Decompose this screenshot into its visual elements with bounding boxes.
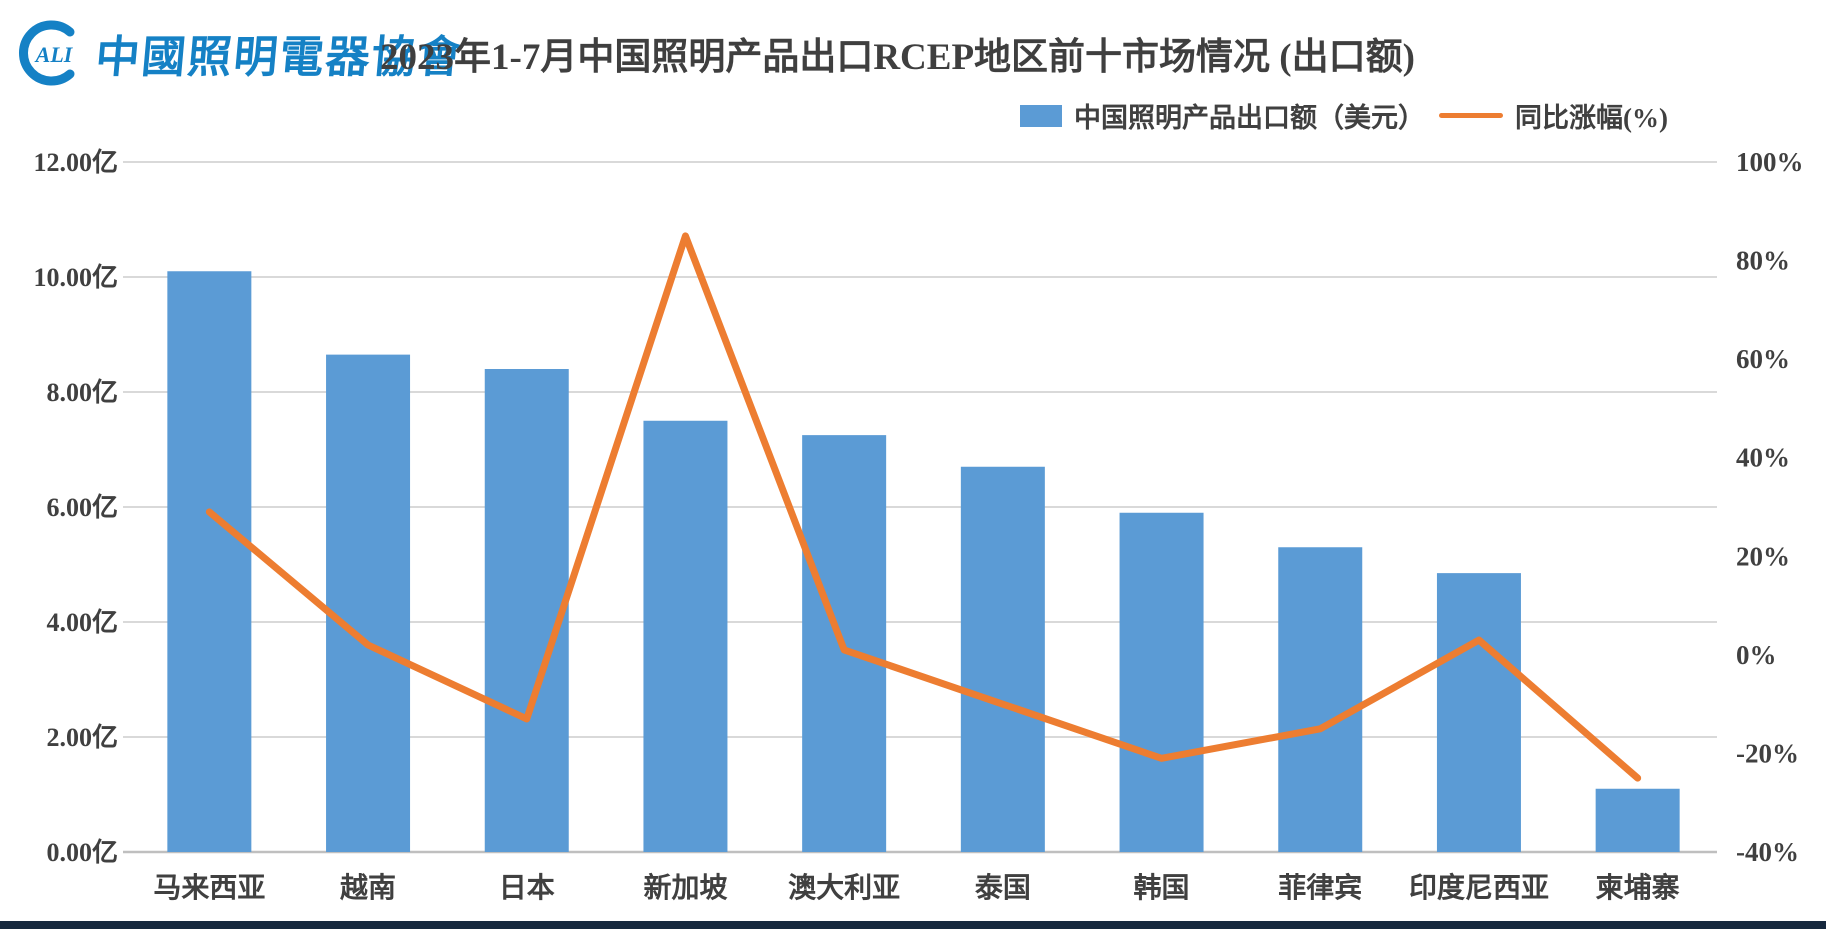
logo-mark-text: ALI	[34, 42, 74, 67]
legend-item-line: 同比涨幅(%)	[1439, 96, 1668, 135]
yoy-line	[205, 232, 1642, 782]
x-axis-category-label: 柬埔寨	[1596, 871, 1680, 904]
x-axis-category-label: 新加坡	[643, 872, 727, 904]
cali-logo-icon: ALI	[18, 20, 84, 86]
x-axis-category-label: 泰国	[975, 872, 1031, 904]
x-axis-category-label: 日本	[499, 872, 555, 904]
bar-印度尼西亚	[1436, 573, 1521, 852]
header: ALI 中國照明電器協會 2023年1-7月中国照明产品出口RCEP地区前十市场…	[0, 0, 1826, 95]
y-axis-right-tick-label: 0%	[1736, 640, 1777, 670]
bar-日本	[484, 369, 569, 852]
bar-马来西亚	[167, 271, 252, 852]
y-axis-right-tick-label: 40%	[1736, 443, 1790, 473]
y-axis-left-tick-label: 10.00亿	[33, 263, 118, 292]
y-axis-right-tick-label: -20%	[1736, 738, 1799, 768]
footer-band	[0, 921, 1826, 929]
bar-新加坡	[643, 420, 728, 852]
bar-韩国	[1119, 512, 1204, 852]
x-axis-category-label: 澳大利亚	[788, 872, 900, 904]
y-axis-right-tick-label: 20%	[1736, 541, 1790, 571]
chart-legend: 中国照明产品出口额（美元） 同比涨幅(%)	[1020, 96, 1668, 135]
y-axis-left-tick-label: 2.00亿	[46, 723, 118, 752]
y-axis-right-tick-label: 80%	[1736, 246, 1790, 276]
y-axis-left-tick-label: 8.00亿	[46, 378, 118, 407]
legend-line-label: 同比涨幅(%)	[1515, 103, 1668, 133]
bar-泰国	[960, 466, 1045, 852]
bar-柬埔寨	[1595, 788, 1680, 852]
y-axis-right-tick-label: 60%	[1736, 344, 1790, 374]
x-axis-category-label: 印度尼西亚	[1409, 872, 1549, 904]
x-axis-category-label: 韩国	[1134, 872, 1190, 904]
bar-series-swatch-icon	[1020, 104, 1062, 127]
bar-菲律宾	[1278, 547, 1363, 852]
y-axis-left-tick-label: 6.00亿	[46, 493, 118, 522]
x-axis-category-label: 马来西亚	[153, 872, 265, 904]
x-axis-category-label: 菲律宾	[1278, 872, 1362, 904]
bar-越南	[326, 354, 411, 852]
y-axis-right-tick-label: -40%	[1736, 837, 1799, 867]
logo: ALI 中國照明電器協會	[18, 20, 466, 86]
y-axis-left-tick-label: 4.00亿	[46, 608, 118, 637]
line-series-swatch-icon	[1439, 113, 1503, 118]
legend-item-bar: 中国照明产品出口额（美元）	[1020, 96, 1425, 135]
page-title: 2023年1-7月中国照明产品出口RCEP地区前十市场情况 (出口额)	[380, 37, 1415, 78]
y-axis-right-tick-label: 100%	[1736, 147, 1804, 177]
legend-bar-label: 中国照明产品出口额（美元）	[1074, 103, 1425, 133]
y-axis-left-tick-label: 12.00亿	[33, 148, 118, 177]
x-axis-category-label: 越南	[340, 872, 396, 904]
y-axis-left-tick-label: 0.00亿	[46, 838, 118, 867]
